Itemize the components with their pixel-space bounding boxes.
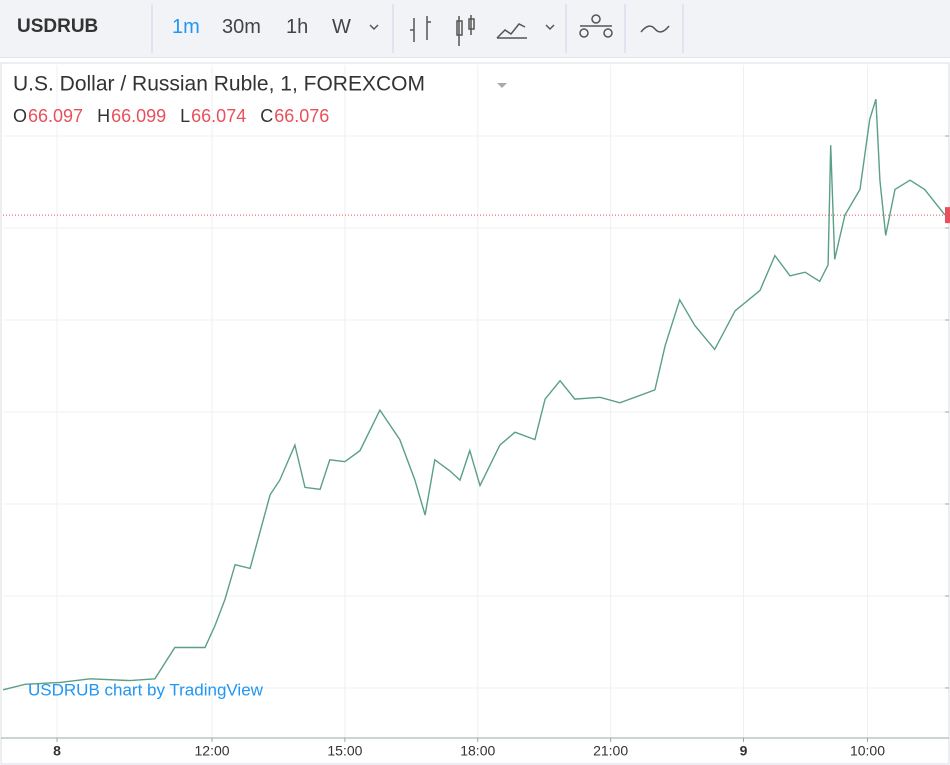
chart-frame [0, 62, 950, 765]
plot [2, 65, 946, 738]
dropdown[interactable] [497, 83, 507, 88]
ohlc-key: C [260, 106, 273, 126]
ohlc-key: H [97, 106, 110, 126]
ohlc-value: 66.099 [111, 106, 166, 126]
symbol[interactable]: USDRUB [17, 16, 99, 37]
interval-button[interactable]: 1m [172, 16, 200, 38]
toolbar-icons [151, 4, 684, 53]
x-tick-label: 15:00 [327, 743, 362, 759]
toolbar: USDRUB 1m 30m 1h W [0, 0, 950, 58]
interval-button[interactable]: 1h [286, 16, 309, 38]
x-tick-label: 8 [53, 743, 61, 759]
ohlc-key: L [180, 106, 190, 126]
x-tick-label: 21:00 [593, 743, 628, 759]
ohlc-value: 66.076 [274, 106, 329, 126]
interval-button[interactable]: 30m [222, 16, 261, 38]
x-tick-label: 10:00 [850, 743, 885, 759]
x-tick-label: 9 [740, 743, 748, 759]
ohlc-key: O [13, 106, 27, 126]
x-tick-label: 12:00 [195, 743, 230, 759]
price-line-series [2, 98, 946, 691]
watermark[interactable]: USDRUB chart by TradingView [28, 680, 264, 699]
ohlc-value: 66.097 [28, 106, 83, 126]
interval-button[interactable]: W [332, 16, 351, 38]
ohlc-value: 66.074 [191, 106, 246, 126]
legend-title: U.S. Dollar / Russian Ruble, 1, FOREXCOM [13, 73, 425, 96]
last-price-marker [945, 207, 950, 224]
x-tick-label: 18:00 [460, 743, 495, 759]
